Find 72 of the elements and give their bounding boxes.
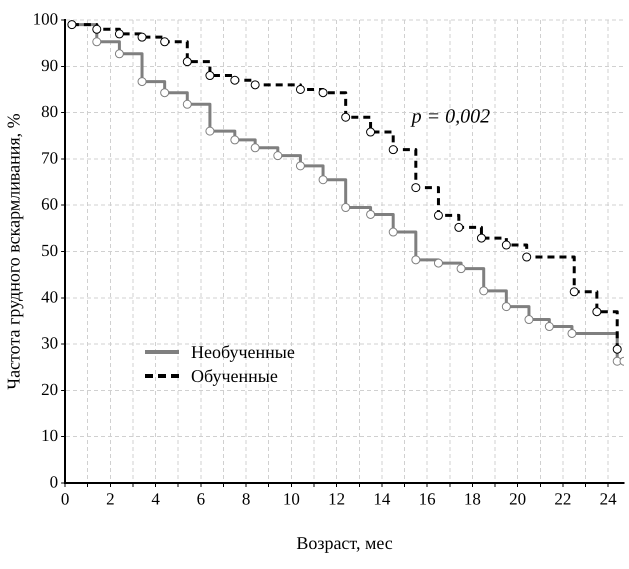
point <box>366 128 376 137</box>
point <box>230 76 240 85</box>
point <box>138 32 147 42</box>
point <box>182 100 192 109</box>
x-tick-label: 24 <box>600 490 618 509</box>
point <box>411 183 420 192</box>
x-tick-label: 12 <box>328 490 346 509</box>
point <box>544 322 554 332</box>
x-tick-label: 2 <box>106 490 115 509</box>
point <box>296 161 305 170</box>
point <box>273 151 282 160</box>
point <box>524 315 534 324</box>
y-tick-label: 70 <box>41 148 58 168</box>
point <box>434 210 443 220</box>
x-tick-label: 18 <box>464 490 481 509</box>
y-tick-label: 20 <box>41 380 58 399</box>
x-tick-label: 4 <box>151 490 160 509</box>
point <box>318 175 328 184</box>
x-tick-label: 20 <box>509 490 526 509</box>
x-tick-label: 8 <box>242 490 250 509</box>
annotation: p = 0,002 <box>410 105 490 128</box>
point <box>592 307 602 316</box>
point <box>570 287 579 296</box>
y-tick-label: 50 <box>41 240 58 260</box>
point <box>479 286 488 296</box>
x-tick-label: 6 <box>196 490 206 509</box>
point <box>366 210 376 219</box>
point <box>138 77 147 86</box>
point <box>502 240 511 250</box>
point <box>92 37 102 46</box>
point <box>341 203 350 212</box>
point <box>114 29 124 38</box>
x-tick-label: 16 <box>418 490 436 509</box>
point <box>388 145 398 154</box>
point <box>205 71 214 80</box>
point <box>434 258 443 268</box>
point <box>250 80 260 90</box>
point <box>296 84 305 94</box>
point <box>230 135 240 144</box>
legend-label: Необученные <box>191 341 295 364</box>
point <box>160 88 170 98</box>
y-tick-label: 10 <box>41 426 58 446</box>
point <box>250 143 260 152</box>
point <box>567 328 576 338</box>
x-tick-label: 10 <box>282 490 300 509</box>
x-tick-label: 14 <box>373 490 391 509</box>
y-axis-title: Частота грудного вскармливания, % <box>4 113 24 390</box>
point <box>456 264 466 274</box>
y-tick-label: 40 <box>41 287 58 306</box>
point <box>318 88 328 98</box>
point <box>388 228 398 237</box>
point <box>502 302 511 312</box>
point <box>205 126 214 136</box>
legend-label: Обученные <box>191 365 278 388</box>
point <box>476 234 486 243</box>
y-tick-label: 0 <box>50 472 58 492</box>
point <box>612 344 622 354</box>
point <box>341 112 350 122</box>
y-tick-label: 90 <box>41 56 58 75</box>
point <box>454 222 464 232</box>
y-tick-label: 60 <box>41 194 58 214</box>
y-tick-label: 80 <box>41 102 58 122</box>
point <box>114 49 124 58</box>
point <box>182 57 192 66</box>
y-tick-label: 100 <box>32 9 58 28</box>
point <box>411 255 420 264</box>
point <box>160 37 170 46</box>
y-tick-label: 30 <box>41 334 58 353</box>
x-axis-title: Возраст, мес <box>296 532 393 553</box>
point <box>92 24 102 34</box>
point <box>522 252 532 262</box>
x-tick-label: 22 <box>554 490 572 509</box>
